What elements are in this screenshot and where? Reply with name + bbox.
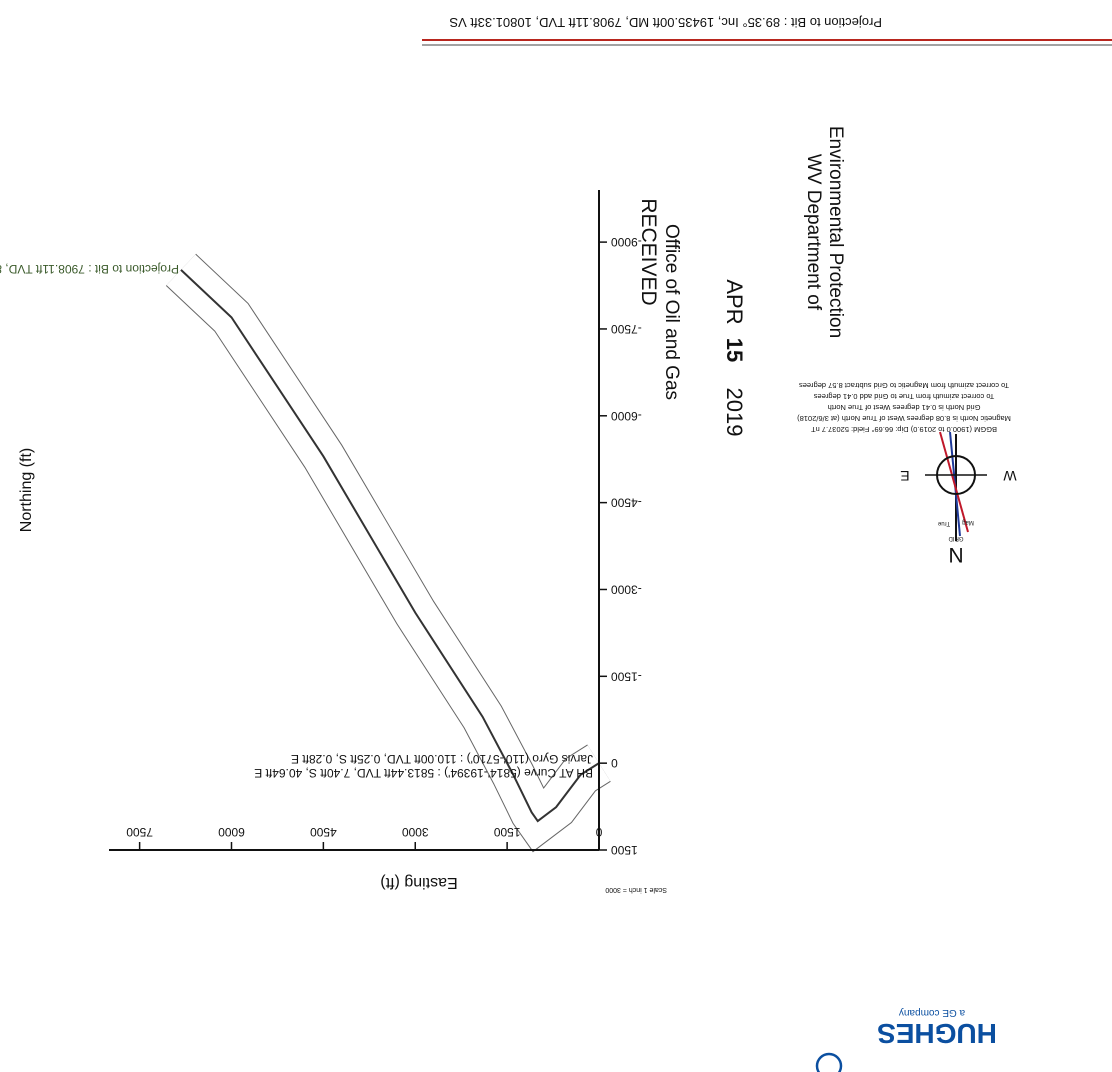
ge-logo-icon [815,1052,843,1072]
logo-company: HUGHES [877,1018,997,1049]
y-tick-label: -1500 [611,669,642,683]
rotated-document: Projection to Bit : 89.35° Inc, 19435.00… [0,15,1112,1072]
magnetic-notes: BGGM (1900.0 to 2019.0) Dip: 66.69° Fiel… [797,381,1011,434]
y-axis-label: Northing (ft) [18,448,35,532]
north-label: N [948,543,963,566]
y-tick-label: -3000 [611,582,642,596]
y-tick-label: 0 [611,756,618,770]
y-tick-label: -6000 [611,409,642,423]
company-logo: HUGHES a GE company [815,1007,997,1072]
magnetic-note-3: Grid North is 0.41 degrees West of True … [828,403,981,412]
x-tick-label: 0 [595,825,602,839]
y-tick-label: -9000 [611,235,642,249]
plot-area: 0 1500 3000 4500 6000 7500 1500 0 -1500 -3000 -450… [0,190,667,893]
stamp-dept-line1: WV Department of [803,154,824,311]
stamp-date-year: 2019 [722,388,747,437]
x-axis-label: Easting (ft) [380,874,457,891]
stamp-date-day: 15 [722,338,747,362]
annotation-projection-to-bit: Projection to Bit : 7908.11ft TVD, 8521.… [0,262,179,276]
x-tick-label: 7500 [126,825,153,839]
magnetic-note-5: To correct azimuth from Magnetic to Grid… [799,381,1009,390]
received-stamp: RECEIVED Office of Oil and Gas APR 15 20… [637,126,846,437]
north-arrow: N GRID True Mag W E [900,431,1017,566]
x-tick-label: 4500 [310,825,337,839]
axis-layer: 0 1500 3000 4500 6000 7500 1500 0 -1500 -3000 -450… [109,190,642,857]
stamp-office: Office of Oil and Gas [661,224,682,400]
projection-summary: Projection to Bit : 89.35° Inc, 19435.00… [449,15,882,30]
y-tick-label: 1500 [611,843,638,857]
y-tick-label: -4500 [611,496,642,510]
x-tick-label: 1500 [493,825,520,839]
magnetic-note-2: Magnetic North is 8.08 degrees West of T… [797,414,1011,423]
logo-tagline: a GE company [899,1007,965,1018]
true-label: True [937,520,950,526]
magnetic-note-4: To correct azimuth from True to Grid add… [814,392,995,401]
east-label: E [900,468,909,484]
magnetic-note-1: BGGM (1900.0 to 2019.0) Dip: 66.69° Fiel… [811,425,997,434]
x-tick-label: 3000 [402,825,429,839]
x-tick-label: 6000 [218,825,245,839]
magnetic-north-line [939,431,969,533]
annotation-jarvis-gyro: Jarvis Gyro (110'-5710') : 110.00ft TVD,… [291,752,593,766]
annotation-layer: Projection to Bit : 7908.11ft TVD, 8521.… [0,262,593,780]
corridor-fill [166,254,611,851]
west-label: W [1003,468,1017,484]
series-layer [165,253,611,853]
stamp-dept-line2: Environmental Protection [825,126,846,338]
grid-label: GRID [948,535,964,541]
stamp-received: RECEIVED [637,198,660,305]
scale-note: Scale 1 inch = 3000 [605,886,667,893]
mag-label: Mag [962,519,974,525]
stamp-date-month: APR [722,279,747,324]
annotation-bh-at-curve: BH AT Curve (5814'-19394') : 5813.44ft T… [254,766,593,780]
y-tick-label: -7500 [611,322,642,336]
well-path-line [180,269,600,823]
